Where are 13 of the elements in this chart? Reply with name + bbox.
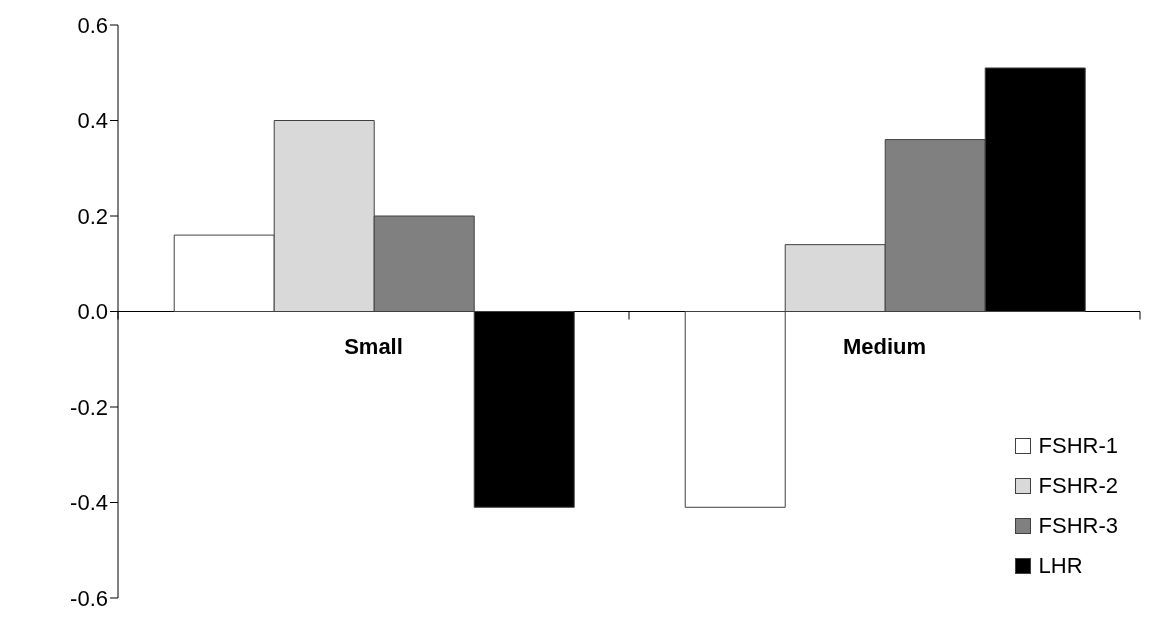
y-tick-label: 0.6 [77,12,108,38]
y-tick-label: -0.2 [70,394,108,420]
y-tick-label: 0.0 [77,299,108,325]
legend-label: FSHR-2 [1038,473,1118,499]
legend-label: LHR [1038,553,1083,579]
x-tick-label: Medium [842,333,927,359]
x-tick-label: Small [344,333,403,359]
y-tick-label: -0.4 [70,490,108,516]
y-tick-label: 0.2 [77,203,108,229]
legend-label: FSHR-1 [1038,433,1118,459]
y-tick-label: 0.4 [77,108,108,134]
legend-label: FSHR-3 [1038,513,1118,539]
y-tick-label: -0.6 [70,585,108,611]
